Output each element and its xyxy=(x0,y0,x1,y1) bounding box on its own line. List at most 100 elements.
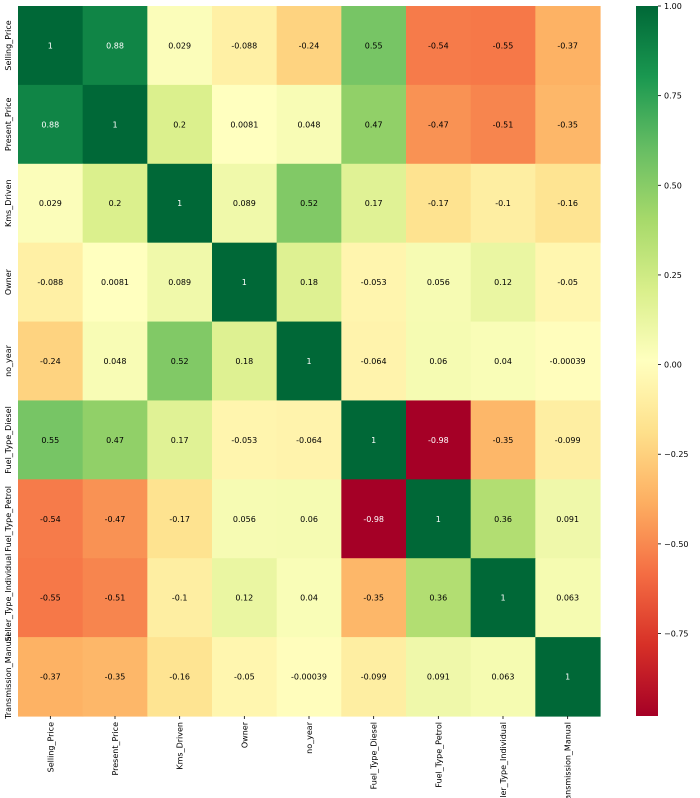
cell-value-label: -0.1 xyxy=(495,199,511,208)
heatmap-cell xyxy=(406,242,472,323)
cell-value-label: -0.00039 xyxy=(291,673,327,682)
y-tick-label: Owner xyxy=(4,268,13,295)
x-tick-label: Transmission_Manual xyxy=(564,722,573,798)
heatmap-cell xyxy=(212,321,278,402)
x-tick-label: Fuel_Type_Diesel xyxy=(370,722,379,789)
cell-value-label: -0.24 xyxy=(299,41,320,50)
heatmap-cell xyxy=(147,163,213,244)
heatmap-cell xyxy=(341,637,407,717)
cell-value-label: 0.2 xyxy=(173,120,186,129)
heatmap-cell xyxy=(406,479,472,559)
heatmap-cell xyxy=(276,400,342,480)
colorbar-tick-label: 0.25 xyxy=(664,271,682,280)
colorbar-tick-label: −0.50 xyxy=(664,540,689,549)
cell-value-label: 0.063 xyxy=(492,673,515,682)
colorbar xyxy=(636,6,658,716)
heatmap-cell xyxy=(276,321,342,402)
cell-value-label: 0.0081 xyxy=(101,278,129,287)
cell-value-label: -0.16 xyxy=(557,199,578,208)
heatmap-cell xyxy=(470,242,536,323)
cell-value-label: 0.048 xyxy=(104,357,127,366)
y-tick-label: Selling_Price xyxy=(4,20,13,70)
heatmap-cell xyxy=(341,6,407,86)
heatmap-cell xyxy=(147,558,213,638)
heatmap-cell xyxy=(470,479,536,559)
heatmap-cell xyxy=(535,163,601,244)
y-tick-label: no_year xyxy=(4,344,13,377)
cell-value-label: -0.35 xyxy=(493,436,514,445)
cell-value-label: -0.47 xyxy=(428,120,449,129)
heatmap-cell xyxy=(470,558,536,638)
x-tick-label: Present_Price xyxy=(111,722,120,776)
y-tick-label: Fuel_Type_Petrol xyxy=(4,486,13,552)
heatmap-cell xyxy=(406,558,472,638)
cell-value-label: 0.47 xyxy=(106,436,124,445)
cell-value-label: 0.36 xyxy=(494,515,512,524)
y-tick-labels: Selling_Price Present_Price Kms_Driven Owne… xyxy=(4,20,13,720)
cell-value-label: 0.88 xyxy=(41,120,59,129)
heatmap-cell xyxy=(212,163,278,244)
cell-value-label: -0.24 xyxy=(40,357,61,366)
heatmap-cell xyxy=(212,242,278,323)
heatmap-cell xyxy=(212,479,278,559)
cell-value-label: -0.05 xyxy=(234,673,255,682)
heatmap-cell xyxy=(147,321,213,402)
heatmap-cell xyxy=(82,84,148,165)
y-tick-label: Present_Price xyxy=(4,97,13,151)
y-tick-label: Seller_Type_Individual xyxy=(4,554,13,642)
cell-value-label: -0.51 xyxy=(105,594,126,603)
cell-value-label: 0.52 xyxy=(171,357,189,366)
cell-value-label: 0.029 xyxy=(39,199,62,208)
x-tick-label: Seller_Type_Individual xyxy=(499,722,508,798)
cell-value-label: -0.088 xyxy=(37,278,63,287)
cell-value-label: -0.55 xyxy=(493,41,514,50)
x-tick-label: no_year xyxy=(305,721,314,754)
cell-value-label: -0.16 xyxy=(169,673,190,682)
heatmap-cell xyxy=(82,321,148,402)
cell-value-label: -0.17 xyxy=(428,199,449,208)
cell-value-label: -0.54 xyxy=(40,515,61,524)
cell-value-label: 1 xyxy=(48,41,53,50)
heatmap-cell xyxy=(276,84,342,165)
heatmap-cell xyxy=(470,400,536,480)
cell-value-label: 0.048 xyxy=(298,120,321,129)
y-tick-label: Kms_Driven xyxy=(4,179,13,227)
heatmap-cell xyxy=(341,558,407,638)
heatmap-cell xyxy=(535,242,601,323)
heatmap-cell xyxy=(470,6,536,86)
heatmap-cell xyxy=(341,400,407,480)
heatmap-cell xyxy=(147,242,213,323)
cell-value-label: 0.091 xyxy=(427,673,450,682)
heatmap-cell xyxy=(406,6,472,86)
heatmap-cell xyxy=(406,637,472,717)
x-tick-label: Fuel_Type_Petrol xyxy=(434,722,443,788)
heatmap-cell xyxy=(18,321,84,402)
cell-value-label: 0.091 xyxy=(556,515,579,524)
heatmap-cells: 1 0.88 0.029 -0.088 -0.24 0.55 -0.54 -0.55 -0.37… xyxy=(18,6,601,717)
cell-value-label: -0.35 xyxy=(363,594,384,603)
cell-value-label: -0.54 xyxy=(428,41,449,50)
cell-value-label: 0.12 xyxy=(494,278,512,287)
heatmap-cell xyxy=(341,84,407,165)
heatmap-cell xyxy=(276,637,342,717)
heatmap-cell xyxy=(147,6,213,86)
cell-value-label: -0.053 xyxy=(361,278,387,287)
cell-value-label: -0.51 xyxy=(493,120,514,129)
heatmap-cell xyxy=(212,6,278,86)
cell-value-label: -0.064 xyxy=(296,436,322,445)
heatmap-cell xyxy=(147,400,213,480)
x-tick-label: Selling_Price xyxy=(46,722,55,772)
colorbar-tick-label: 1.00 xyxy=(664,2,682,11)
cell-value-label: 0.04 xyxy=(494,357,512,366)
heatmap-cell xyxy=(470,321,536,402)
heatmap-cell xyxy=(535,479,601,559)
cell-value-label: 0.18 xyxy=(235,357,253,366)
cell-value-label: -0.35 xyxy=(557,120,578,129)
colorbar-tick-label: 0.50 xyxy=(664,181,682,190)
cell-value-label: -0.35 xyxy=(105,673,126,682)
heatmap-cell xyxy=(147,84,213,165)
cell-value-label: -0.98 xyxy=(428,436,449,445)
cell-value-label: 0.12 xyxy=(235,594,253,603)
cell-value-label: -0.099 xyxy=(555,436,581,445)
x-tick-label: Owner xyxy=(240,721,249,748)
